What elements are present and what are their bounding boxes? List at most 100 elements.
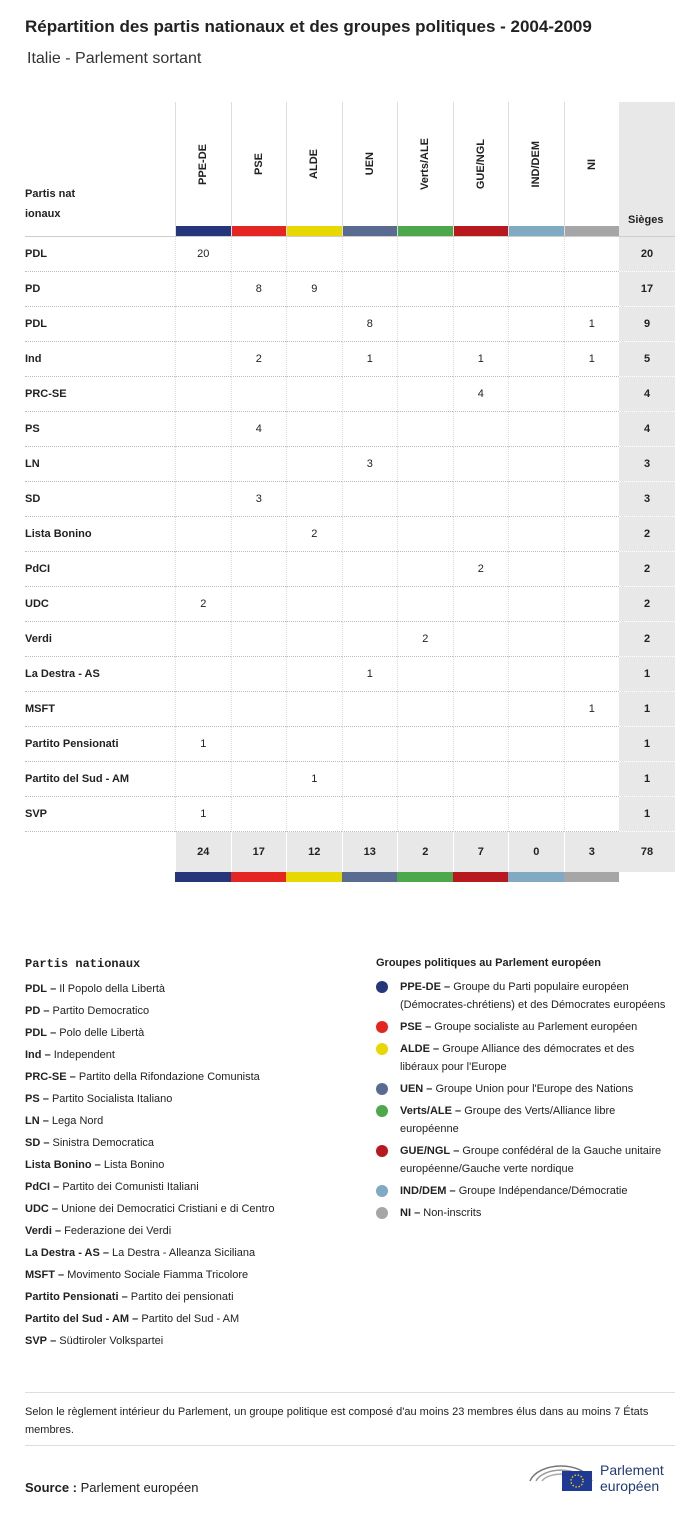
group-header: ALDE [286, 102, 342, 237]
legend-abbr: Verdi [25, 1225, 52, 1237]
seat-cell [397, 692, 453, 727]
seat-cell [286, 622, 342, 657]
legend-abbr: PDL [25, 983, 47, 995]
legend-abbr: LN [25, 1115, 40, 1127]
seat-cell [286, 447, 342, 482]
legend-abbr: ALDE [400, 1043, 430, 1055]
party-legend: Partis nationaux PDL – Il Popolo della Li… [25, 957, 274, 1352]
legend-name: Partito dei Comunisti Italiani [62, 1181, 199, 1193]
seat-cell [230, 657, 286, 692]
legend-separator: – [444, 981, 451, 993]
seat-cell [175, 622, 231, 657]
seat-cell: 4 [230, 412, 286, 447]
seat-cell [452, 482, 508, 517]
group-total: 2 [397, 832, 453, 872]
legend-name: Unione dei Democratici Cristiani e di Ce… [61, 1203, 275, 1215]
source-text: Parlement européen [80, 1480, 199, 1495]
legend-item: PSE – Groupe socialiste au Parlement eur… [376, 1018, 666, 1036]
legend-item: Ind – Independent [25, 1044, 274, 1066]
seat-cell [341, 622, 397, 657]
seat-cell [286, 482, 342, 517]
eu-flag [562, 1471, 592, 1491]
legend-name: Partito Socialista Italiano [51, 1093, 173, 1105]
legend-item: Lista Bonino – Lista Bonino [25, 1154, 274, 1176]
legend-name: Groupe confédéral de la Gauche unitaire … [400, 1145, 662, 1175]
seat-cell [452, 307, 508, 342]
seat-cell: 1 [563, 342, 619, 377]
legend-item: ALDE – Groupe Alliance des démocrates et… [376, 1040, 666, 1076]
group-header-wrap: IND/DEM [509, 114, 564, 214]
legend-item: PdCI – Partito dei Comunisti Italiani [25, 1176, 274, 1198]
legend-separator: – [51, 1203, 59, 1215]
seat-cell [563, 482, 619, 517]
seat-cell [508, 622, 564, 657]
legend-item: PDL – Polo delle Libertà [25, 1022, 274, 1044]
row-total: 9 [619, 307, 675, 342]
seat-cell [508, 552, 564, 587]
logo-line: européen [600, 1478, 660, 1494]
legend-item: NI – Non-inscrits [376, 1204, 666, 1222]
seat-cell [563, 727, 619, 762]
totals-spacer [25, 832, 175, 872]
legend-item: LN – Lega Nord [25, 1110, 274, 1132]
legend-dot [376, 1083, 388, 1095]
legend-dot [376, 1207, 388, 1219]
legend-abbr: Verts/ALE [400, 1105, 452, 1117]
legend-separator: – [44, 1049, 51, 1061]
legend-item: PD – Partito Democratico [25, 1000, 274, 1022]
seat-cell [508, 342, 564, 377]
legend-abbr: NI [400, 1207, 411, 1219]
seat-cell [230, 517, 286, 552]
row-total: 17 [619, 272, 675, 307]
seat-cell [341, 272, 397, 307]
group-color-bar [176, 226, 231, 236]
legend-abbr: Ind [25, 1049, 42, 1061]
group-name: UEN [363, 152, 376, 176]
seat-cell [452, 237, 508, 272]
row-total: 1 [619, 797, 675, 832]
logo-line: Parlement [600, 1462, 664, 1478]
row-total: 2 [619, 622, 675, 657]
seat-cell [508, 797, 564, 832]
group-name: ALDE [308, 149, 321, 179]
seat-cell [341, 412, 397, 447]
party-cell: Partito del Sud - AM [25, 762, 175, 797]
corner-label: Partis nationaux [25, 188, 76, 220]
seat-cell [397, 237, 453, 272]
seat-cell [452, 447, 508, 482]
legend-item: IND/DEM – Groupe Indépendance/Démocratie [376, 1182, 666, 1200]
seat-cell: 4 [452, 377, 508, 412]
group-color-bar [230, 872, 286, 882]
group-color-bar [508, 872, 564, 882]
seat-cell: 3 [341, 447, 397, 482]
seat-cell [508, 237, 564, 272]
legend-name: Groupe Alliance des démocrates et des li… [400, 1043, 635, 1073]
seat-cell [230, 692, 286, 727]
legend-name: Federazione dei Verdi [64, 1225, 172, 1237]
row-total: 20 [619, 237, 675, 272]
group-header-wrap: NI [565, 114, 620, 214]
party-cell: Ind [25, 342, 175, 377]
seat-cell [508, 762, 564, 797]
row-total: 4 [619, 377, 675, 412]
seat-cell [286, 587, 342, 622]
legend-separator: – [42, 1093, 49, 1105]
seat-cell [563, 377, 619, 412]
corner-cell: Partis nationaux [25, 102, 175, 237]
group-header-wrap: PPE-DE [176, 114, 231, 214]
party-cell: La Destra - AS [25, 657, 175, 692]
legend-abbr: UDC [25, 1203, 49, 1215]
seat-cell [508, 727, 564, 762]
seat-cell: 2 [452, 552, 508, 587]
seat-cell [341, 762, 397, 797]
seat-cell [563, 272, 619, 307]
legend-dot [376, 981, 388, 993]
legend-item: PRC-SE – Partito della Rifondazione Comu… [25, 1066, 274, 1088]
legend-separator: – [53, 1181, 60, 1193]
seat-cell: 1 [341, 342, 397, 377]
seat-cell [175, 447, 231, 482]
legend-dot [376, 1105, 388, 1117]
group-name: IND/DEM [530, 140, 543, 188]
group-name: PSE [252, 152, 265, 175]
